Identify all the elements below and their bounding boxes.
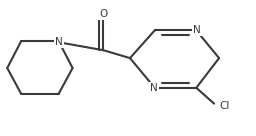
Text: O: O: [99, 9, 107, 18]
Text: Cl: Cl: [219, 101, 229, 111]
Text: N: N: [55, 37, 62, 47]
Text: N: N: [194, 25, 201, 35]
Text: N: N: [150, 83, 158, 93]
